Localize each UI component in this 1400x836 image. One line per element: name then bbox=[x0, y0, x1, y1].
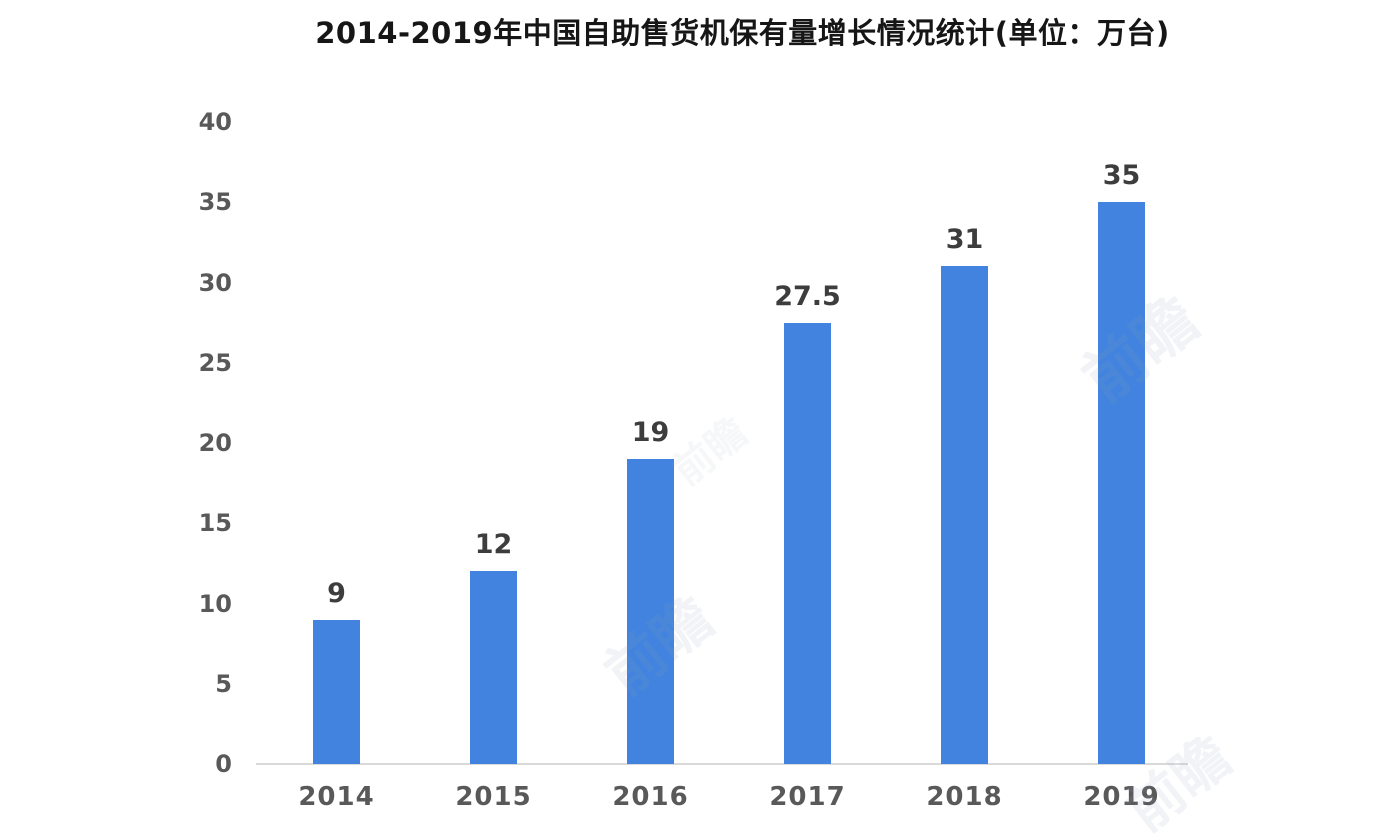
bar-value-label: 27.5 bbox=[774, 280, 841, 312]
bar-2019 bbox=[1098, 202, 1145, 764]
y-tick-label: 35 bbox=[198, 188, 232, 217]
y-tick-label: 20 bbox=[198, 429, 232, 457]
chart-title: 2014-2019年中国自助售货机保有量增长情况统计(单位：万台) bbox=[315, 16, 1170, 50]
bar-value-label: 35 bbox=[1102, 160, 1141, 192]
y-tick-label: 30 bbox=[198, 268, 232, 297]
x-axis-line bbox=[256, 763, 1188, 765]
y-tick-label: 0 bbox=[215, 750, 232, 778]
y-tick-label: 40 bbox=[198, 108, 232, 136]
y-tick-label: 10 bbox=[198, 589, 232, 618]
bar-2018 bbox=[941, 266, 988, 764]
x-tick-label: 2016 bbox=[612, 782, 689, 812]
y-tick-label: 15 bbox=[198, 509, 232, 538]
y-tick-label: 5 bbox=[215, 669, 232, 698]
bar-value-label: 19 bbox=[631, 417, 670, 449]
bar-2014 bbox=[313, 619, 360, 764]
x-tick-label: 2015 bbox=[455, 782, 532, 812]
bar-value-label: 12 bbox=[474, 529, 513, 561]
y-tick-label: 25 bbox=[198, 348, 232, 377]
x-tick-label: 2017 bbox=[769, 782, 846, 812]
bar-2015 bbox=[470, 571, 517, 764]
bar-value-label: 9 bbox=[327, 577, 346, 609]
x-tick-label: 2018 bbox=[926, 782, 1003, 812]
bar-2016 bbox=[627, 459, 674, 764]
bar-2017 bbox=[784, 322, 831, 764]
bar-value-label: 31 bbox=[945, 224, 984, 256]
x-tick-label: 2014 bbox=[298, 782, 375, 812]
x-tick-label: 2019 bbox=[1083, 782, 1160, 812]
